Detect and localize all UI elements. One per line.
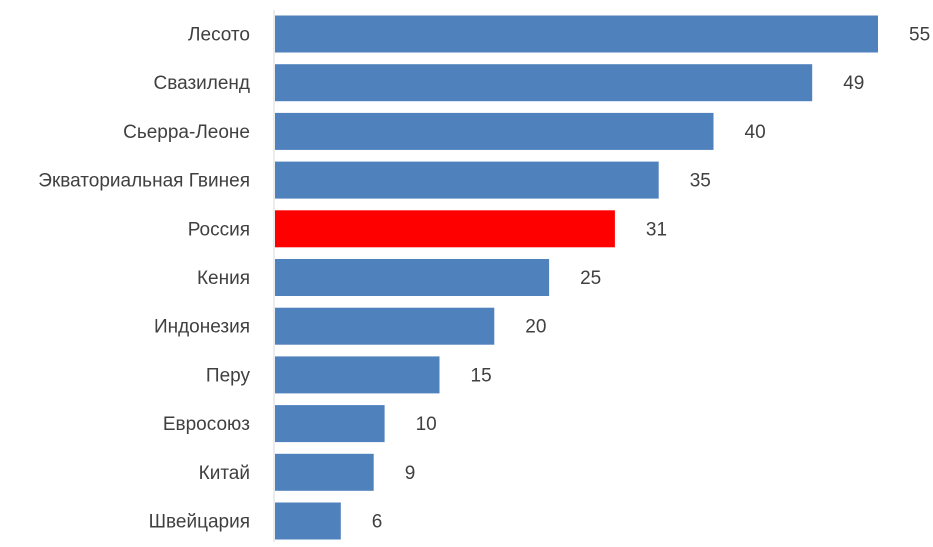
bar-0 [275, 15, 878, 53]
value-label: 15 [471, 365, 492, 386]
value-label: 10 [416, 414, 437, 435]
category-label: Евросоюз [163, 414, 250, 435]
value-label: 9 [405, 463, 416, 484]
value-label: 49 [843, 73, 864, 94]
labels-layer: Лесото 55 Свазиленд 49 Сьерра-Леоне 40 Экватор… [38, 25, 930, 533]
category-label: Китай [199, 463, 250, 484]
category-label: Лесото [188, 25, 250, 46]
value-label: 40 [745, 122, 766, 143]
value-label: 35 [690, 171, 711, 192]
bar-8 [275, 405, 385, 443]
category-label: Россия [188, 219, 250, 240]
category-label: Индонезия [154, 317, 250, 338]
bar-2 [275, 112, 714, 150]
bar-1 [275, 64, 813, 102]
value-label: 25 [580, 268, 601, 289]
bar-5 [275, 259, 550, 296]
category-label: Свазиленд [153, 73, 250, 94]
bar-10 [275, 502, 341, 540]
category-label: Перу [206, 365, 251, 386]
bar-6 [275, 307, 495, 345]
category-label: Сьерра-Леоне [123, 122, 250, 143]
bar-3 [275, 161, 659, 199]
category-label: Кения [197, 268, 250, 289]
value-label: 55 [909, 25, 930, 46]
bar-7 [275, 356, 440, 394]
value-label: 20 [525, 317, 546, 338]
bars-layer [275, 15, 878, 540]
category-label: Швейцария [149, 512, 250, 533]
category-label: Экваториальная Гвинея [38, 171, 250, 192]
value-label: 31 [646, 219, 667, 240]
bar-4 [275, 210, 615, 248]
bar-9 [275, 453, 374, 491]
value-label: 6 [372, 512, 383, 533]
